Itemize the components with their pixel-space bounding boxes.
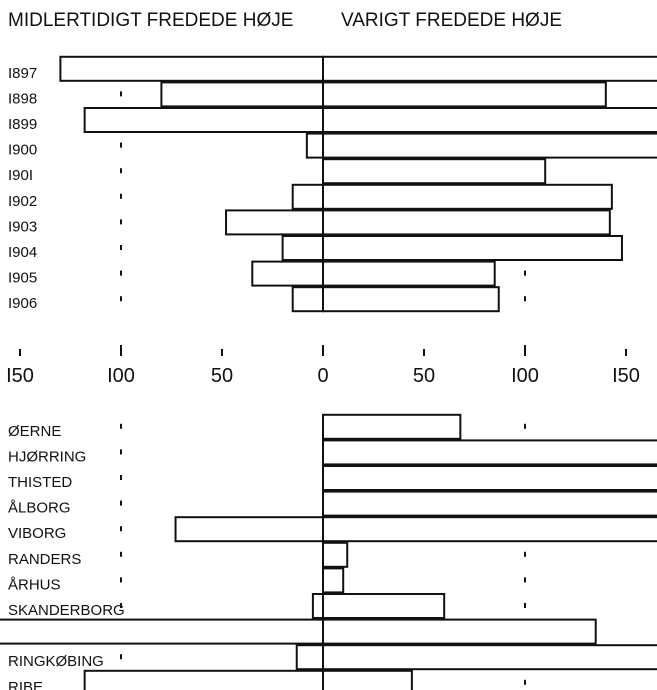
- guide-dot: [524, 270, 526, 276]
- guide-dot: [524, 551, 526, 557]
- bar-left: [83, 107, 324, 133]
- category-label: RINGKØBING: [8, 653, 104, 670]
- bar-left: [83, 669, 324, 690]
- guide-dot: [120, 296, 122, 302]
- category-label: I899: [8, 116, 37, 133]
- bar-right: [322, 286, 500, 313]
- category-label: I897: [8, 65, 37, 82]
- panel-years: I897 I898 I899 I900 I90I I902 I903 I904 I905 I906: [8, 55, 657, 313]
- category-label: RANDERS: [8, 551, 81, 568]
- guide-dot: [120, 475, 122, 480]
- bar-right: [322, 567, 345, 594]
- category-label: VIBORG: [8, 525, 66, 542]
- bar-right: [322, 183, 613, 210]
- bar-left: [225, 209, 324, 236]
- bar-left: [295, 644, 324, 671]
- guide-dot: [524, 603, 526, 608]
- axis-tick-label: I00: [511, 365, 539, 387]
- category-label: ÅRHUS: [8, 576, 61, 593]
- bar-left: [291, 183, 325, 210]
- guide-dot: [120, 168, 122, 174]
- category-label: THISTED: [8, 474, 72, 491]
- bar-right: [322, 593, 446, 619]
- bar-right: [322, 413, 462, 440]
- bar-right: [322, 81, 607, 108]
- axis-tick-label: I50: [612, 365, 640, 387]
- bar-right: [322, 644, 657, 671]
- guide-dot: [524, 296, 526, 302]
- guide-dot: [120, 449, 122, 455]
- bar-right: [322, 490, 657, 517]
- guide-dot: [120, 423, 122, 429]
- guide-dot: [120, 654, 122, 660]
- bar-left: [174, 516, 324, 543]
- bar-left: [0, 618, 324, 645]
- category-label: I903: [8, 218, 37, 235]
- category-label: I90I: [8, 167, 33, 184]
- bar-right: [322, 132, 657, 159]
- category-label: ÅLBORG: [8, 500, 71, 517]
- bar-left: [281, 235, 325, 261]
- guide-dot: [120, 603, 122, 608]
- bar-left: [251, 260, 324, 287]
- guide-dot: [120, 193, 122, 199]
- guide-dot: [120, 91, 122, 97]
- bar-right: [322, 669, 413, 690]
- bar-right: [322, 541, 349, 568]
- bar-right: [322, 260, 496, 287]
- category-label: I905: [8, 270, 37, 287]
- bar-left: [59, 55, 325, 82]
- bar-right: [322, 55, 657, 82]
- category-label: I904: [8, 244, 37, 261]
- guide-dot: [120, 500, 122, 506]
- bar-right: [322, 107, 657, 133]
- axis-tick-label: I50: [6, 365, 34, 387]
- guide-dot: [120, 245, 122, 250]
- axis-tick-label: 0: [317, 365, 328, 387]
- guide-dot: [524, 577, 526, 583]
- category-label: ØERNE: [8, 423, 61, 440]
- bar-left: [305, 132, 324, 159]
- bar-left: [291, 286, 325, 313]
- bar-left: [160, 81, 324, 108]
- category-label: SKANDERBORG: [8, 602, 125, 619]
- axis-tick-label: I00: [107, 365, 135, 387]
- category-label: I900: [8, 142, 37, 159]
- header-left: MIDLERTIDIGT FREDEDE HØJE: [8, 10, 293, 31]
- header-right: VARIGT FREDEDE HØJE: [341, 10, 562, 31]
- bar-right: [322, 235, 623, 261]
- bar-left: [311, 593, 324, 619]
- bar-right: [322, 618, 597, 645]
- category-label: I906: [8, 295, 37, 312]
- guide-dot: [120, 270, 122, 276]
- guide-dot: [120, 219, 122, 225]
- axis-tick-label: 50: [211, 365, 233, 387]
- guide-dot: [120, 577, 122, 583]
- bar-right: [322, 209, 611, 236]
- x-axis: 250200I50I0050050I00I50200250: [6, 345, 640, 387]
- guide-dot: [120, 551, 122, 557]
- bar-right: [322, 465, 657, 491]
- category-label: I902: [8, 193, 37, 210]
- guide-dot: [524, 679, 526, 685]
- panel-regions: ØERNE HJØRRING THISTED ÅLBORG VIBORG RANDERS Å…: [0, 413, 657, 690]
- category-label: RIBE: [8, 679, 43, 690]
- category-label: I898: [8, 90, 37, 107]
- guide-dot: [524, 423, 526, 429]
- bar-right: [322, 439, 657, 466]
- bar-right: [322, 158, 547, 185]
- guide-dot: [120, 142, 122, 148]
- category-label: HJØRRING: [8, 448, 86, 465]
- guide-dot: [120, 526, 122, 532]
- bar-right: [322, 516, 657, 543]
- axis-tick-label: 50: [413, 365, 435, 387]
